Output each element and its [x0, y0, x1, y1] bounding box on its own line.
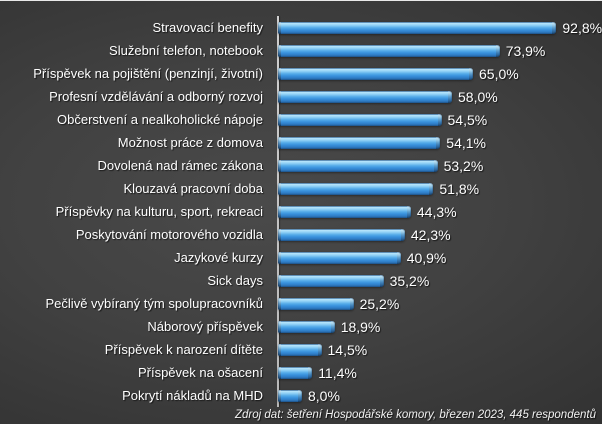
- bar-zone: 54,5%: [270, 108, 602, 131]
- bar: [278, 159, 438, 172]
- bar-zone: 51,8%: [270, 177, 602, 200]
- bar-zone: 73,9%: [270, 39, 602, 62]
- bar: [278, 251, 401, 264]
- value-label: 73,9%: [505, 42, 546, 59]
- category-label: Klouzavá pracovní doba: [123, 181, 263, 196]
- value-label: 53,2%: [443, 157, 484, 174]
- bar: [278, 182, 434, 195]
- category-label: Profesní vzdělávání a odborný rozvoj: [49, 89, 263, 104]
- bar-row: Příspěvek k narození dítěte 14,5%: [0, 338, 602, 361]
- value-label: 44,3%: [416, 203, 457, 220]
- bar-zone: 65,0%: [270, 62, 602, 85]
- value-label: 25,2%: [359, 295, 400, 312]
- bar-zone: 58,0%: [270, 85, 602, 108]
- bar-zone: 8,0%: [270, 384, 602, 407]
- bar-row: Příspěvky na kulturu, sport, rekreaci 44,…: [0, 200, 602, 223]
- bar: [278, 366, 313, 379]
- bar: [278, 21, 557, 34]
- value-label: 54,5%: [447, 111, 488, 128]
- bar-row: Příspěvek na ošacení 11,4%: [0, 361, 602, 384]
- bar: [278, 228, 405, 241]
- value-label: 11,4%: [318, 364, 357, 381]
- value-label: 51,8%: [439, 180, 480, 197]
- value-label: 14,5%: [327, 341, 368, 358]
- value-label: 18,9%: [340, 318, 381, 335]
- bar-zone: 35,2%: [270, 269, 602, 292]
- value-label: 8,0%: [308, 387, 340, 404]
- category-label: Příspěvek na pojištění (penzinjí, životn…: [33, 66, 263, 81]
- value-label: 40,9%: [406, 249, 447, 266]
- bar-zone: 18,9%: [270, 315, 602, 338]
- bar-row: Profesní vzdělávání a odborný rozvoj 58,0…: [0, 85, 602, 108]
- category-label: Občerstvení a nealkoholické nápoje: [57, 112, 263, 127]
- bar-zone: 42,3%: [270, 223, 602, 246]
- bar: [278, 297, 354, 310]
- bar-row: Klouzavá pracovní doba 51,8%: [0, 177, 602, 200]
- category-label: Sick days: [207, 273, 263, 288]
- category-label: Náborový příspěvek: [147, 319, 263, 334]
- bar: [278, 44, 500, 57]
- bar-row: Služební telefon, notebook 73,9%: [0, 39, 602, 62]
- bar-zone: 44,3%: [270, 200, 602, 223]
- bar-row: Sick days 35,2%: [0, 269, 602, 292]
- bar-row: Pečlivě vybíraný tým spolupracovníků 25,2…: [0, 292, 602, 315]
- bar-zone: 25,2%: [270, 292, 602, 315]
- source-note: Zdroj dat: šetření Hospodářské komory, b…: [235, 409, 596, 421]
- bar-row: Pokrytí nákladů na MHD 8,0%: [0, 384, 602, 407]
- bar-zone: 53,2%: [270, 154, 602, 177]
- category-label: Poskytování motorového vozidla: [75, 227, 263, 242]
- bar-row: Občerstvení a nealkoholické nápoje 54,5%: [0, 108, 602, 131]
- value-label: 42,3%: [410, 226, 451, 243]
- category-label: Služební telefon, notebook: [109, 43, 263, 58]
- bar-zone: 14,5%: [270, 338, 602, 361]
- bar: [278, 389, 302, 402]
- bar-zone: 40,9%: [270, 246, 602, 269]
- bar: [278, 67, 473, 80]
- bar-row: Příspěvek na pojištění (penzinjí, životn…: [0, 62, 602, 85]
- value-label: 58,0%: [458, 88, 498, 105]
- category-label: Příspěvky na kulturu, sport, rekreaci: [55, 204, 263, 219]
- category-label: Příspěvek k narození dítěte: [104, 342, 263, 357]
- bar-zone: 92,8%: [270, 16, 602, 39]
- bar: [278, 343, 322, 356]
- value-label: 65,0%: [479, 65, 519, 82]
- bar: [278, 205, 411, 218]
- value-label: 35,2%: [389, 272, 430, 289]
- bar: [278, 136, 441, 149]
- category-label: Jazykové kurzy: [174, 250, 263, 265]
- bar-row: Poskytování motorového vozidla 42,3%: [0, 223, 602, 246]
- bar-row: Stravovací benefity 92,8%: [0, 16, 602, 39]
- bar-row: Náborový příspěvek 18,9%: [0, 315, 602, 338]
- category-label: Příspěvek na ošacení: [137, 365, 263, 380]
- bar-row: Dovolená nad rámec zákona 53,2%: [0, 154, 602, 177]
- category-label: Stravovací benefity: [152, 20, 263, 35]
- bar-row: Jazykové kurzy 40,9%: [0, 246, 602, 269]
- value-label: 92,8%: [562, 19, 602, 36]
- bar: [278, 274, 384, 287]
- category-label: Dovolená nad rámec zákona: [97, 158, 264, 173]
- category-label: Pečlivě vybíraný tým spolupracovníků: [45, 296, 263, 311]
- value-label: 54,1%: [446, 134, 486, 151]
- bar-rows-container: Stravovací benefity 92,8% Služební telefon…: [0, 16, 602, 407]
- category-label: Pokrytí nákladů na MHD: [122, 388, 263, 403]
- bar: [278, 113, 442, 126]
- category-label: Možnost práce z domova: [117, 135, 263, 150]
- bar-row: Možnost práce z domova 54,1%: [0, 131, 602, 154]
- bar-zone: 11,4%: [270, 361, 602, 384]
- bar: [278, 90, 452, 103]
- bar: [278, 320, 335, 333]
- bar-zone: 54,1%: [270, 131, 602, 154]
